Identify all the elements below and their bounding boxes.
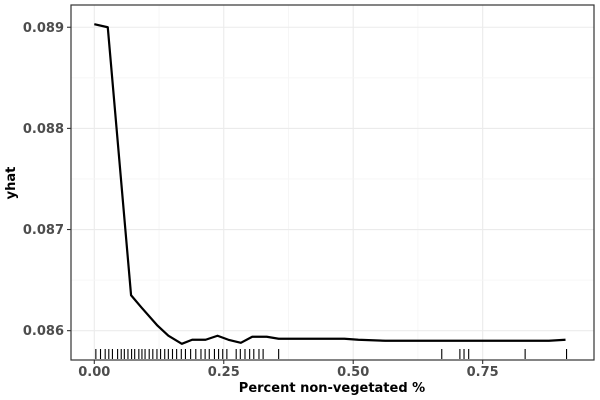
y-tick-label: 0.087 — [23, 223, 64, 238]
x-axis-title: Percent non-vegetated % — [239, 381, 425, 396]
y-axis: 0.086 0.087 0.088 0.089 — [23, 21, 71, 339]
y-tick-label: 0.086 — [23, 324, 64, 339]
rug-marks — [95, 349, 568, 359]
x-tick-label: 0.00 — [78, 365, 110, 380]
panel-background — [71, 5, 594, 360]
y-tick-label: 0.088 — [23, 122, 64, 137]
x-tick-label: 0.50 — [337, 365, 369, 380]
gridlines — [71, 5, 594, 360]
x-axis: 0.00 0.25 0.50 0.75 — [78, 360, 499, 380]
series-line — [94, 23, 566, 345]
y-tick-label: 0.089 — [23, 21, 64, 36]
x-tick-label: 0.75 — [467, 365, 499, 380]
x-tick-label: 0.25 — [208, 365, 240, 380]
y-axis-title: yhat — [4, 167, 19, 200]
panel-border — [70, 4, 595, 361]
